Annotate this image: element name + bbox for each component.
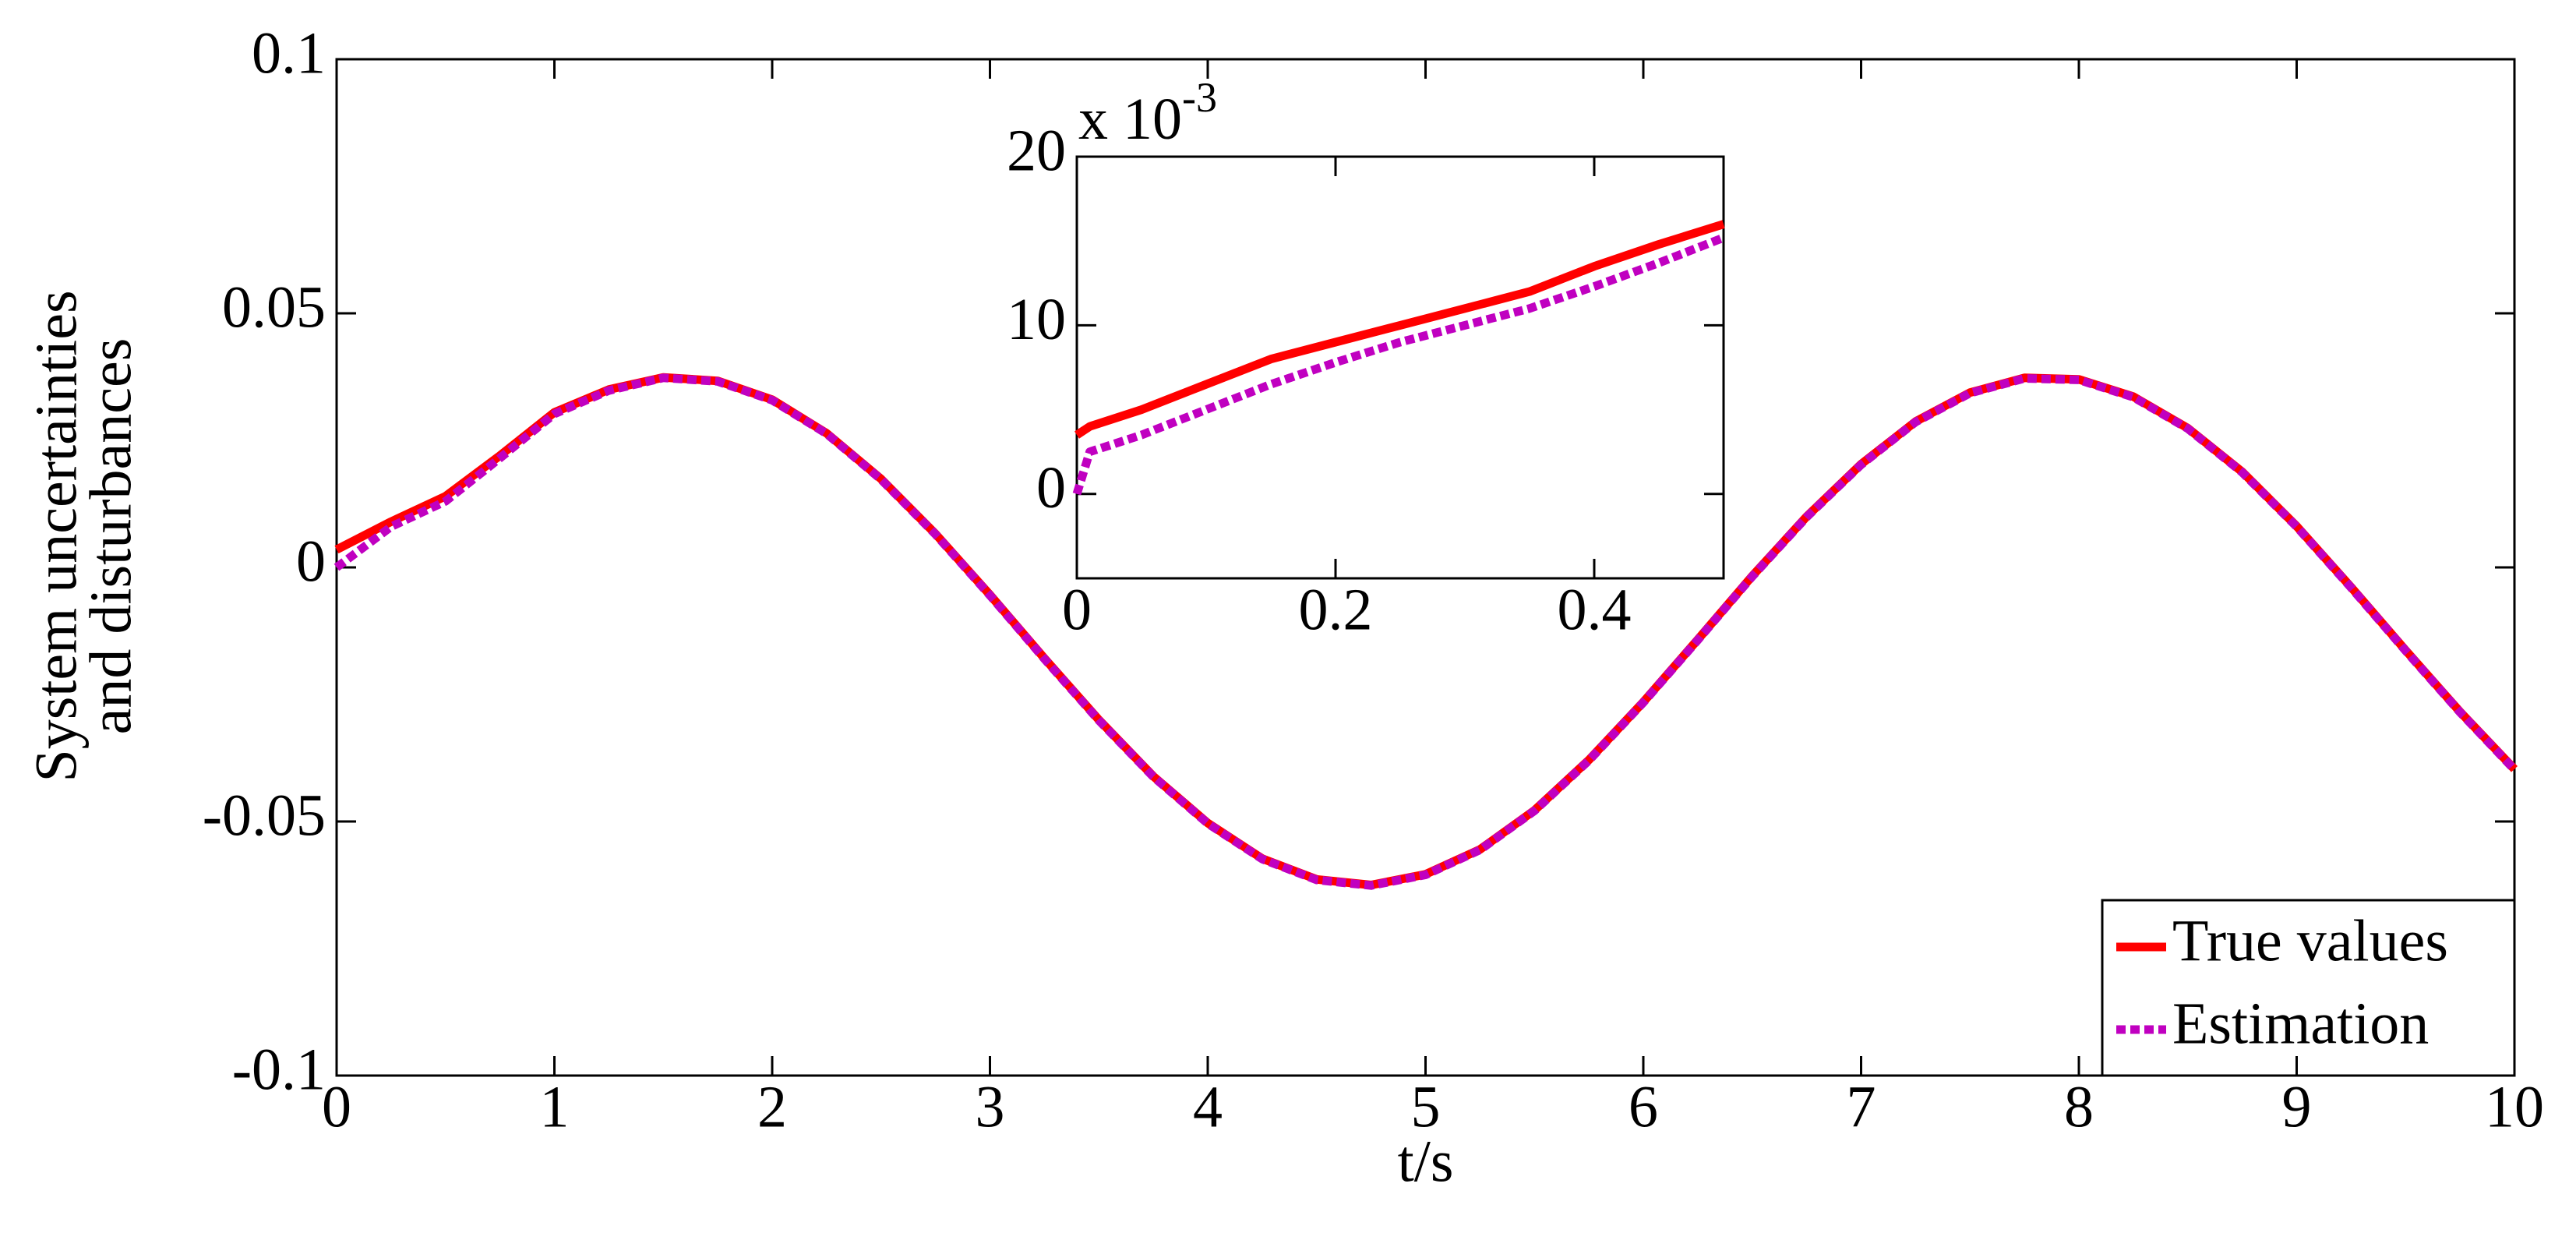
plot-area [1075, 155, 1725, 580]
y-tick-label: 0.05 [222, 274, 326, 340]
multiplier-base: x 10 [1078, 87, 1182, 152]
x-tick-label: 3 [976, 1074, 1005, 1139]
x-axis-label: t/s [1398, 1129, 1454, 1194]
legend-box [2101, 899, 2516, 1077]
x-tick-label: 0.4 [1558, 577, 1632, 642]
y-tick-label: 0.1 [252, 20, 326, 86]
x-tick-label: 4 [1193, 1074, 1223, 1139]
axis-multiplier: x 10-3 [1078, 74, 1217, 152]
line-series [334, 373, 2518, 889]
x-tick-label: 1 [540, 1074, 570, 1139]
y-tick-label: -0.1 [232, 1037, 326, 1102]
y-tick-label: -0.05 [203, 783, 326, 848]
x-tick-label: 0 [1062, 577, 1092, 642]
legend-label: True values [2172, 908, 2448, 973]
line-series [1072, 233, 1726, 496]
x-tick-label: 5 [1411, 1074, 1441, 1139]
legend-label: Estimation [2172, 991, 2429, 1056]
y-tick-label: 0 [1036, 455, 1066, 521]
line-series [333, 373, 2518, 890]
y-axis-label: and disturbances [78, 338, 143, 735]
x-tick-label: 6 [1629, 1074, 1658, 1139]
y-tick-label: 0 [296, 528, 326, 594]
line-series [1074, 220, 1725, 439]
x-tick-label: 0.2 [1299, 577, 1373, 642]
x-tick-label: 9 [2282, 1074, 2312, 1139]
y-axis-label: System uncertainties [23, 290, 89, 782]
x-tick-label: 2 [757, 1074, 787, 1139]
multiplier-exponent: -3 [1182, 74, 1217, 121]
x-tick-label: 10 [2485, 1074, 2544, 1139]
x-tick-label: 8 [2064, 1074, 2094, 1139]
x-tick-label: 7 [1847, 1074, 1876, 1139]
y-tick-label: 20 [1007, 118, 1066, 183]
x-tick-label: 0 [322, 1074, 351, 1139]
y-tick-label: 10 [1007, 287, 1066, 352]
